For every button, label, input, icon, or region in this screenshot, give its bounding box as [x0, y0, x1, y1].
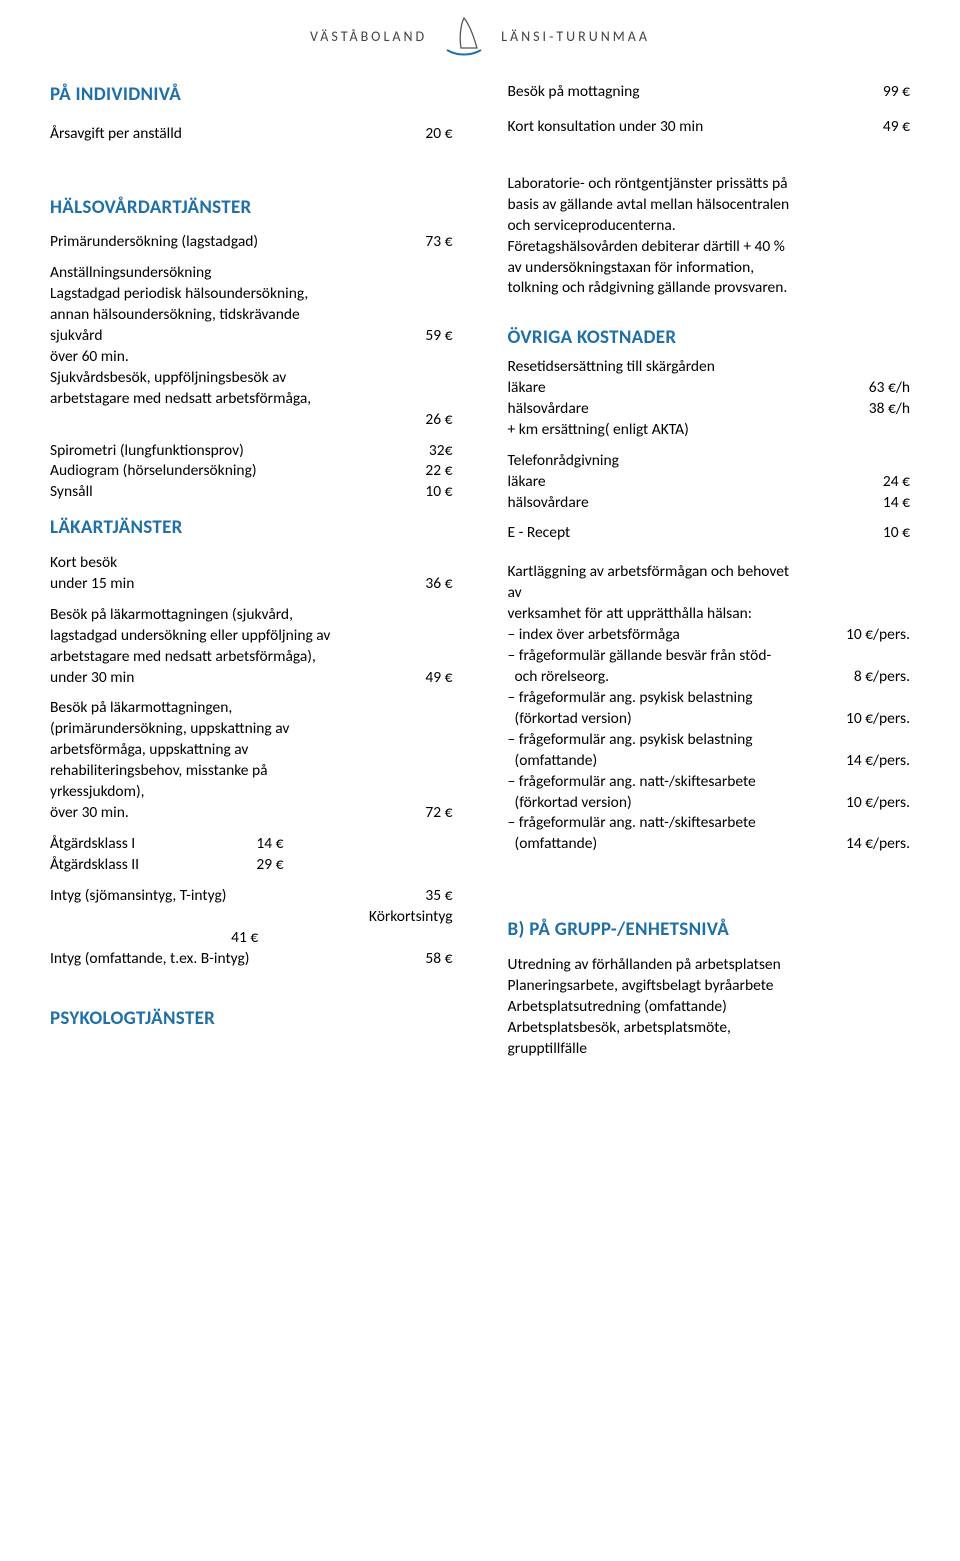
row-reset-halsovardare: hälsovårdare 38 €/h: [508, 399, 911, 420]
text: annan hälsoundersökning, tidskrävande: [50, 305, 453, 326]
row-over30: över 30 min. 72 €: [50, 803, 453, 824]
text: – frågeformulär ang. psykisk belastning: [508, 730, 911, 751]
text: Telefonrådgivning: [508, 451, 911, 472]
text: verksamhet för att upprätthålla hälsan:: [508, 604, 911, 625]
row-kortkonsult: Kort konsultation under 30 min 49 €: [508, 117, 911, 138]
row-tel-lakare: läkare 24 €: [508, 472, 911, 493]
text: arbetsförmåga, uppskattning av: [50, 740, 453, 761]
heading-lakartjanster: LÄKARTJÄNSTER: [50, 515, 453, 541]
text: Utredning av förhållanden på arbetsplats…: [508, 955, 911, 976]
row-atgard2: Åtgärdsklass II 29 €: [50, 855, 283, 876]
row-spirometri: Spirometri (lungfunktionsprov) 32€: [50, 441, 453, 462]
text: Företagshälsovården debiterar därtill + …: [508, 237, 911, 258]
text: (primärundersökning, uppskattning av: [50, 719, 453, 740]
text: arbetstagare med nedsatt arbetsförmåga),: [50, 647, 453, 668]
text: arbetstagare med nedsatt arbetsförmåga,: [50, 389, 453, 410]
heading-psykolog: PSYKOLOGTJÄNSTER: [50, 1006, 453, 1032]
heading-halsovard: HÄLSOVÅRDARTJÄNSTER: [50, 195, 453, 221]
text: lagstadgad undersökning eller uppföljnin…: [50, 626, 453, 647]
row-reset-lakare: läkare 63 €/h: [508, 378, 911, 399]
row-intyg2: Intyg (omfattande, t.ex. B-intyg) 58 €: [50, 949, 453, 970]
text: tolkning och rådgivning gällande provsva…: [508, 278, 911, 299]
left-column: PÅ INDIVIDNIVÅ Årsavgift per anställd 20…: [50, 82, 453, 1060]
row-mottagning: Besök på mottagning 99 €: [508, 82, 911, 103]
text: – frågeformulär ang. natt-/skiftesarbete: [508, 813, 911, 834]
text: över 60 min.: [50, 347, 453, 368]
heading-grupp: B) PÅ GRUPP-/ENHETSNIVÅ: [508, 917, 911, 943]
row-natt-omf: (omfattande) 14 €/pers.: [508, 834, 911, 855]
row-synsall: Synsåll 10 €: [50, 482, 453, 503]
row-index: – index över arbetsförmåga 10 €/pers.: [508, 625, 911, 646]
row-primar: Primärundersökning (lagstadgad) 73 €: [50, 232, 453, 253]
text: av undersökningstaxan för information,: [508, 258, 911, 279]
row-psyk-omf: (omfattande) 14 €/pers.: [508, 751, 911, 772]
text: basis av gällande avtal mellan hälsocent…: [508, 195, 911, 216]
korkort-val: 41 €: [50, 928, 453, 949]
sailboat-icon: [439, 12, 489, 62]
row-atgard1: Åtgärdsklass I 14 €: [50, 834, 283, 855]
row-natt-kort: (förkortad version) 10 €/pers.: [508, 793, 911, 814]
text: och serviceproducenterna.: [508, 216, 911, 237]
text: rehabiliteringsbehov, misstanke på: [50, 761, 453, 782]
row-arsavgift: Årsavgift per anställd 20 €: [50, 124, 453, 145]
text: yrkessjukdom),: [50, 782, 453, 803]
logo-left-text: VÄSTÅBOLAND: [310, 28, 427, 47]
text: – frågeformulär ang. natt-/skiftesarbete: [508, 772, 911, 793]
row-rorelse: och rörelseorg. 8 €/pers.: [508, 667, 911, 688]
text: Laboratorie- och röntgentjänster prissät…: [508, 174, 911, 195]
text: Lagstadgad periodisk hälsoundersökning,: [50, 284, 453, 305]
text: grupptillfälle: [508, 1039, 911, 1060]
text: Resetidsersättning till skärgården: [508, 357, 911, 378]
text: – frågeformulär gällande besvär från stö…: [508, 646, 911, 667]
row-erecept: E - Recept 10 €: [508, 523, 911, 544]
text: Anställningsundersökning: [50, 263, 453, 284]
text: Besök på läkarmottagningen (sjukvård,: [50, 605, 453, 626]
text: – frågeformulär ang. psykisk belastning: [508, 688, 911, 709]
header-logo-row: VÄSTÅBOLAND LÄNSI-TURUNMAA: [50, 12, 910, 62]
text: Sjukvårdsbesök, uppföljningsbesök av: [50, 368, 453, 389]
text: Arbetsplatsbesök, arbetsplatsmöte,: [508, 1018, 911, 1039]
row-kortbesok: under 15 min 36 €: [50, 574, 453, 595]
row-psyk-kort: (förkortad version) 10 €/pers.: [508, 709, 911, 730]
right-column: Besök på mottagning 99 € Kort konsultati…: [508, 82, 911, 1060]
label: Årsavgift per anställd: [50, 124, 425, 145]
heading-individniva: PÅ INDIVIDNIVÅ: [50, 82, 453, 108]
row-26: 26 €: [50, 410, 453, 431]
two-column-layout: PÅ INDIVIDNIVÅ Årsavgift per anställd 20…: [50, 82, 910, 1060]
row-intyg1: Intyg (sjömansintyg, T-intyg) 35 €: [50, 886, 453, 907]
heading-ovriga: ÖVRIGA KOSTNADER: [508, 325, 911, 351]
logo-right-text: LÄNSI-TURUNMAA: [501, 28, 650, 47]
row-sjukvard: sjukvård 59 €: [50, 326, 453, 347]
text: av: [508, 583, 911, 604]
text: + km ersättning( enligt AKTA): [508, 420, 911, 441]
row-under30: under 30 min 49 €: [50, 668, 453, 689]
row-audiogram: Audiogram (hörselundersökning) 22 €: [50, 461, 453, 482]
korkort-label: Körkortsintyg: [50, 907, 453, 928]
text: Kartläggning av arbetsförmågan och behov…: [508, 562, 911, 583]
text: Arbetsplatsutredning (omfattande): [508, 997, 911, 1018]
text: Planeringsarbete, avgiftsbelagt byråarbe…: [508, 976, 911, 997]
text: Kort besök: [50, 553, 453, 574]
value: 20 €: [425, 124, 452, 145]
row-tel-halsovardare: hälsovårdare 14 €: [508, 493, 911, 514]
text: Besök på läkarmottagningen,: [50, 698, 453, 719]
